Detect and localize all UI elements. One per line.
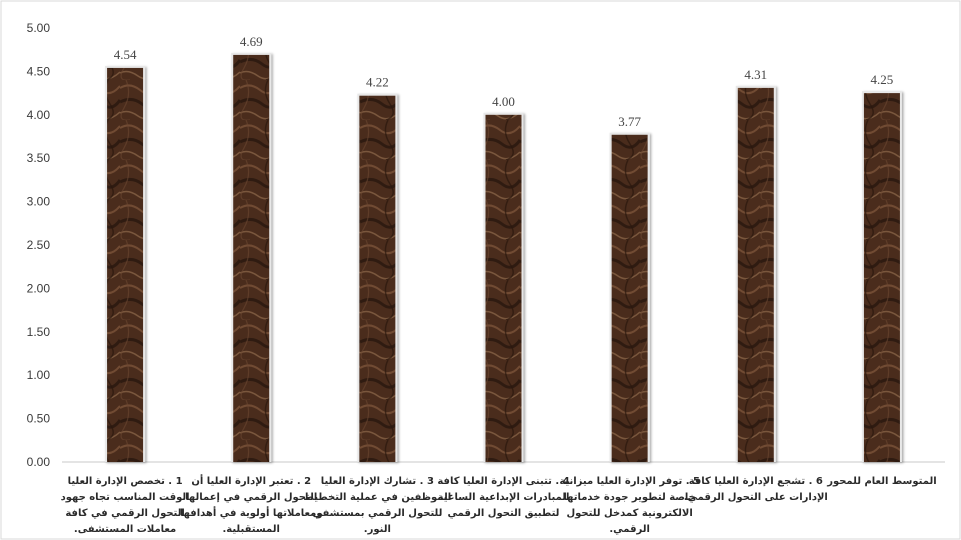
- data-label: 4.54: [114, 47, 137, 62]
- data-label: 3.77: [618, 114, 641, 129]
- y-tick-label: 2.50: [27, 238, 51, 252]
- bar: [485, 114, 522, 463]
- data-label: 4.31: [744, 67, 767, 82]
- x-tick-label: 1 . تخصص الإدارة العليا: [68, 476, 183, 487]
- data-label: 4.25: [871, 72, 894, 87]
- value-labels-group: 4.54 4.69 4.22 4.00 3.77 4.31 4.25: [114, 34, 894, 129]
- y-axis: 0.00 0.50 1.00 1.50 2.00 2.50 3.00 3.50 4.00 4.50…: [27, 21, 945, 469]
- y-tick-label: 0.00: [27, 455, 51, 469]
- x-tick-label: النور.: [364, 524, 391, 535]
- x-tick-label: المستقبلية.: [222, 524, 279, 535]
- y-tick-label: 0.50: [27, 412, 51, 426]
- x-tick-label: خاصة لتطوير جودة خدماتها: [563, 492, 696, 503]
- bar: [359, 95, 396, 462]
- bar: [737, 87, 774, 462]
- bar: [863, 93, 900, 462]
- x-tick-label: لتطبيق التحول الرقمي: [448, 508, 560, 519]
- y-tick-label: 1.50: [27, 325, 51, 339]
- x-tick-label: 5 . توفر الإدارة العليا ميزانية: [559, 476, 700, 487]
- x-tick-label: الموظفين في عملية التخطيط: [303, 492, 451, 503]
- data-label: 4.00: [492, 94, 515, 109]
- x-tick-label: المتوسط العام للمحور: [826, 476, 936, 487]
- y-tick-label: 1.00: [27, 368, 51, 382]
- x-tick-label: التحول الرقمي في كافة: [65, 508, 184, 519]
- data-label: 4.69: [240, 34, 263, 49]
- x-tick-label: المبادرات الإبداعية الساعية: [438, 492, 570, 503]
- x-tick-label: 2 . تعتبر الإدارة العليا أن: [191, 474, 311, 487]
- x-tick-label: 6 . تشجع الإدارة العليا كافة: [689, 476, 823, 487]
- y-tick-label: 5.00: [27, 21, 51, 35]
- y-tick-label: 4.00: [27, 108, 51, 122]
- y-tick-label: 4.50: [27, 64, 51, 78]
- x-tick-label: معاملات المستشفى.: [74, 524, 176, 535]
- x-tick-label: الإدارات على التحول الرقمي.: [684, 492, 828, 503]
- x-tick-label: للتحول الرقمي بمستشفى: [312, 508, 442, 519]
- y-tick-label: 3.50: [27, 151, 51, 165]
- bar: [107, 67, 144, 462]
- x-tick-label: 4 . تتبنى الإدارة العليا كافة: [437, 476, 569, 487]
- x-tick-label: الوقت المناسب تجاه جهود: [61, 492, 190, 503]
- x-tick-label: الالكترونية كمدخل للتحول: [566, 508, 692, 519]
- x-tick-label: التحول الرقمي في إعمالها: [185, 492, 317, 503]
- x-tick-label: ومعاملاتها أولوية في أهدافها: [180, 506, 323, 519]
- x-tick-label: 3 . تشارك الإدارة العليا: [321, 476, 434, 487]
- category-labels-group: 1 . تخصص الإدارة العليا الوقت المناسب تجا…: [61, 474, 937, 535]
- bar: [233, 54, 270, 463]
- bars-group: [105, 52, 902, 463]
- data-label: 4.22: [366, 75, 389, 90]
- y-tick-label: 2.00: [27, 281, 51, 295]
- x-tick-label: الرقمي.: [609, 524, 650, 535]
- bar: [611, 134, 648, 462]
- y-tick-label: 3.00: [27, 195, 51, 209]
